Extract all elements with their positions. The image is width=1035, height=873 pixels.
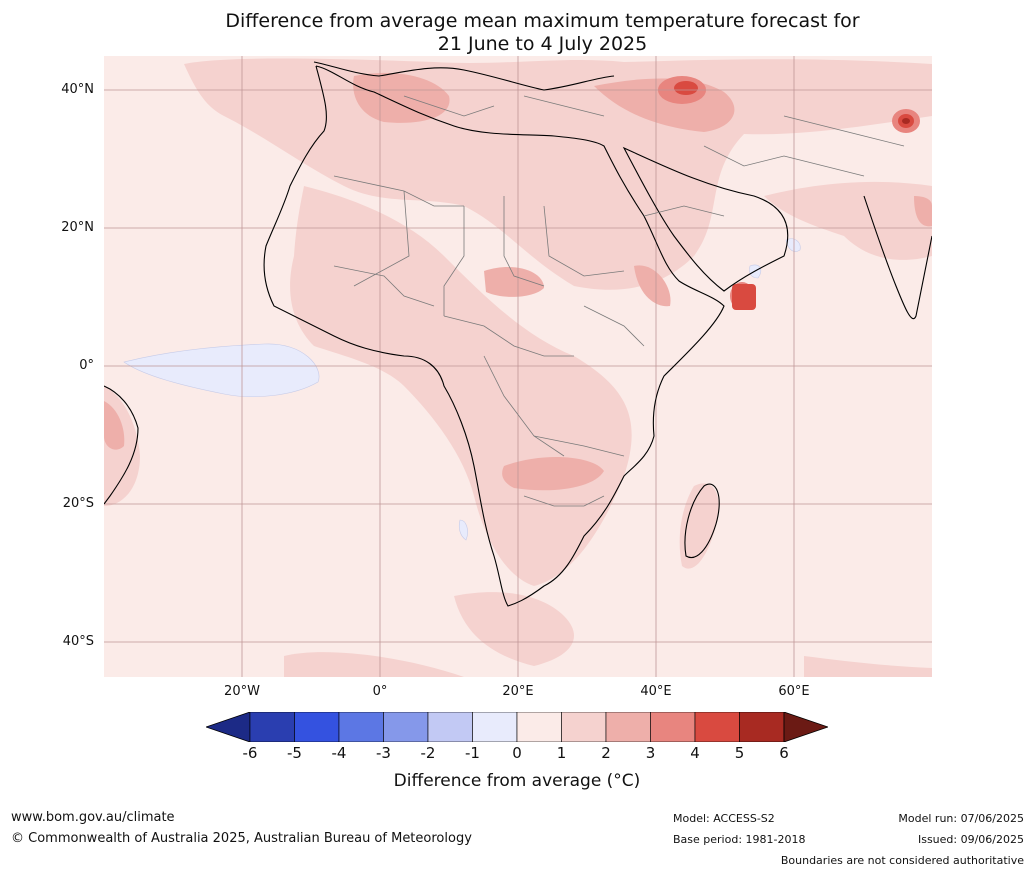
colorbar-cell [427, 712, 473, 742]
colorbar-tick-label: 3 [645, 744, 656, 762]
footer-disclaimer: Boundaries are not considered authoritat… [780, 854, 1024, 867]
lat-label-40n: 40°N [61, 82, 94, 97]
lat-label-20s: 20°S [62, 496, 94, 511]
colorbar-tick-label: -6 [242, 744, 258, 762]
forecast-map [104, 56, 932, 677]
colorbar-cell [561, 712, 607, 742]
colorbar-cell [694, 712, 740, 742]
title-line-1: Difference from average mean maximum tem… [225, 10, 860, 32]
colorbar-tick-label: -5 [287, 744, 302, 762]
colorbar-cell [650, 712, 696, 742]
lon-label-20e: 20°E [502, 684, 534, 699]
colorbar-cell [605, 712, 651, 742]
footer-base-period: Base period: 1981-2018 [673, 833, 806, 846]
colorbar-extend-high [783, 712, 828, 742]
anomaly-5-6 [902, 118, 910, 124]
colorbar-tick-label: 0 [512, 744, 522, 762]
colorbar [206, 712, 828, 742]
footer-model: Model: ACCESS-S2 [673, 812, 775, 825]
colorbar-tick-label: -4 [331, 744, 347, 762]
footer-website: www.bom.gov.au/climate [11, 810, 175, 825]
colorbar-label: Difference from average (°C) [393, 771, 641, 791]
colorbar-extend-low [206, 712, 251, 742]
colorbar-tick-label: -3 [376, 744, 391, 762]
colorbar-cell [249, 712, 295, 742]
colorbar-tick-label: 4 [690, 744, 700, 762]
colorbar-cell [516, 712, 562, 742]
footer-model-run: Model run: 07/06/2025 [898, 812, 1024, 825]
graticule [104, 56, 932, 677]
map-canvas [104, 56, 932, 677]
lat-label-40s: 40°S [62, 634, 94, 649]
colorbar-tick-label: 2 [601, 744, 611, 762]
colorbar-cell [472, 712, 518, 742]
lon-label-60e: 60°E [778, 684, 810, 699]
country-borders [333, 95, 905, 507]
title-line-2: 21 June to 4 July 2025 [437, 33, 648, 55]
map-title: Difference from average mean maximum tem… [80, 10, 1005, 56]
colorbar-tick-label: -2 [420, 744, 436, 762]
anomaly-minus-1-0 [123, 238, 801, 541]
lat-label-0: 0° [79, 358, 94, 373]
coastlines [104, 61, 932, 607]
colorbar-cell [383, 712, 429, 742]
colorbar-cell [338, 712, 384, 742]
colorbar-tick-label: 5 [734, 744, 745, 762]
lon-label-20w: 20°W [224, 684, 260, 699]
colorbar-cell [294, 712, 340, 742]
colorbar-tick-label: 6 [779, 744, 789, 762]
footer-issued: Issued: 09/06/2025 [917, 833, 1024, 846]
footer-copyright: © Commonwealth of Australia 2025, Austra… [11, 831, 472, 846]
lat-label-20n: 20°N [61, 220, 94, 235]
lon-label-40e: 40°E [640, 684, 672, 699]
lon-label-0: 0° [372, 684, 388, 699]
colorbar-tick-label: -1 [465, 744, 480, 762]
colorbar-tick-label: 1 [556, 744, 567, 762]
colorbar-cell [739, 712, 785, 742]
